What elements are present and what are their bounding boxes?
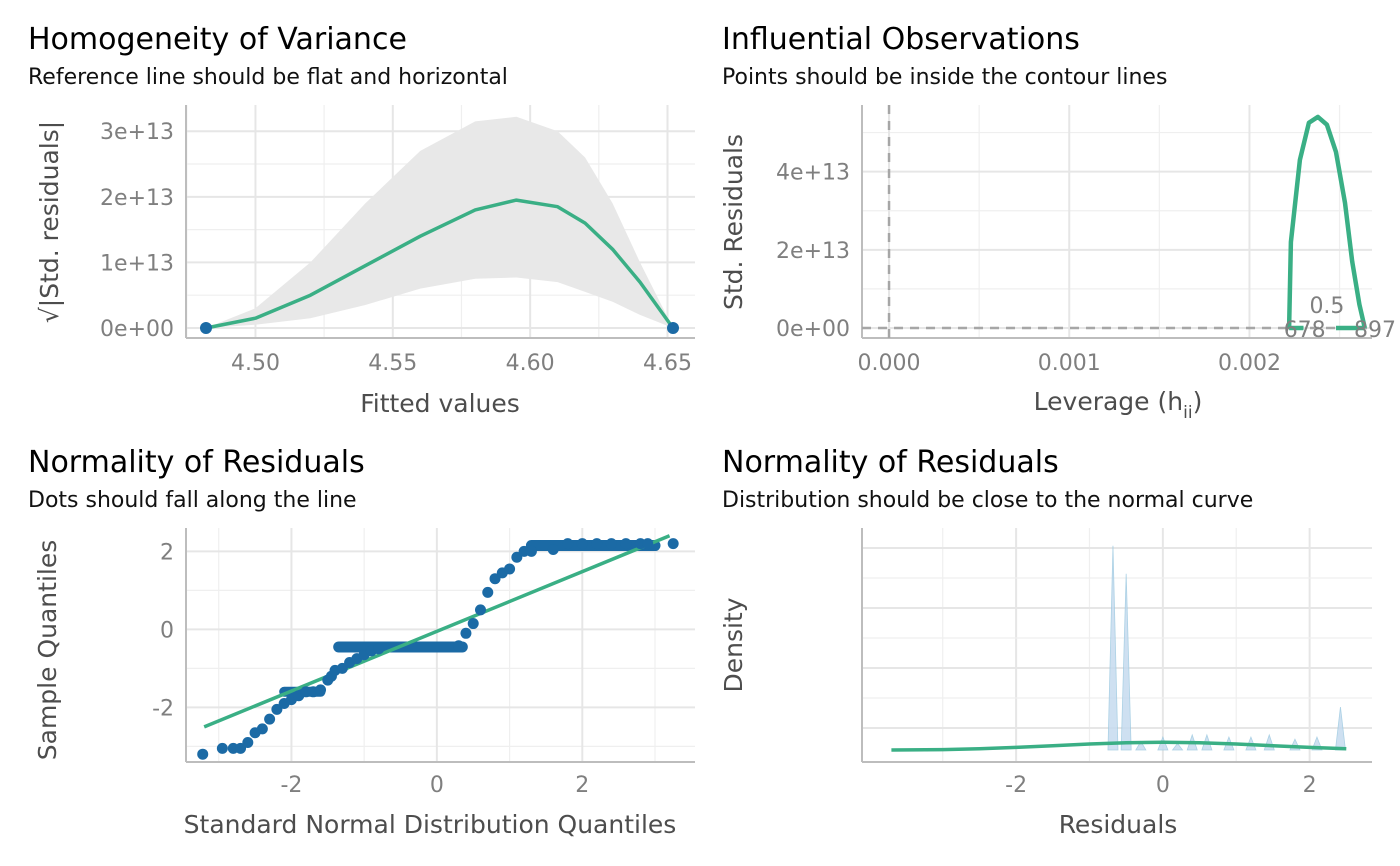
influential-y-tick-label: 2e+13 <box>776 239 850 264</box>
qq-point <box>474 604 486 616</box>
influential-title: Influential Observations <box>722 22 1080 57</box>
homogeneity-x-tick-label: 4.60 <box>506 351 555 376</box>
influential-x-tick-label: 0.001 <box>1038 351 1101 376</box>
homogeneity-confidence-band <box>206 116 673 328</box>
homogeneity-x-tick-label: 4.55 <box>368 351 417 376</box>
influential-x-tick-label: 0.002 <box>1218 351 1281 376</box>
influential-x-tick-label: 0.000 <box>858 351 921 376</box>
influential-y-tick-label: 4e+13 <box>776 161 850 186</box>
influential-y-tick-label: 0e+00 <box>776 317 850 342</box>
density-x-tick-label: -2 <box>1005 773 1027 798</box>
influential-y-axis-label: Std. Residuals <box>719 134 748 310</box>
homogeneity-x-tick-label: 4.65 <box>643 351 692 376</box>
qq-x-tick-label: 2 <box>575 773 589 798</box>
qq-point <box>667 538 679 550</box>
qq-y-tick-label: 2 <box>160 540 174 565</box>
qq-point <box>216 742 228 754</box>
qq-y-tick-label: -2 <box>152 696 174 721</box>
qq-point <box>373 643 385 655</box>
influential-x-axis-label: Leverage (hii) <box>1034 387 1203 423</box>
density-x-tick-label: 0 <box>1156 773 1170 798</box>
qq-x-axis-label: Standard Normal Distribution Quantiles <box>184 810 677 839</box>
qq-point <box>525 545 537 557</box>
qq-x-tick-label: -2 <box>280 773 302 798</box>
qq-point <box>264 713 276 725</box>
density-x-tick-label: 2 <box>1303 773 1317 798</box>
qq-point <box>620 538 632 550</box>
qq-point <box>482 586 494 598</box>
qq-subtitle: Dots should fall along the line <box>28 488 357 513</box>
qq-point <box>547 543 559 555</box>
influential-x-label-end: ) <box>1193 387 1203 416</box>
influential-x-label-main: Leverage (h <box>1034 387 1183 416</box>
density-spike <box>1135 740 1147 751</box>
homogeneity-x-axis-label: Fitted values <box>360 389 520 418</box>
density-title: Normality of Residuals <box>722 445 1059 480</box>
qq-y-tick-label: 0 <box>160 618 174 643</box>
qq-point <box>256 723 268 735</box>
density-spike <box>1107 545 1119 751</box>
homogeneity-y-tick-label: 1e+13 <box>100 251 174 276</box>
qq-point <box>591 538 603 550</box>
influential-x-label-sub: ii <box>1183 403 1192 423</box>
qq-point <box>197 748 209 760</box>
qq-point <box>562 538 574 550</box>
homogeneity-point <box>200 322 212 334</box>
density-x-axis-label: Residuals <box>1059 810 1178 839</box>
density-spike <box>1171 742 1184 751</box>
qq-point <box>315 684 327 696</box>
homogeneity-y-tick-label: 3e+13 <box>100 120 174 145</box>
qq-point <box>460 627 472 639</box>
qq-x-tick-label: 0 <box>430 773 444 798</box>
density-spike <box>1120 573 1132 751</box>
density-spike <box>1263 733 1275 751</box>
homogeneity-y-tick-label: 2e+13 <box>100 186 174 211</box>
qq-point <box>504 563 516 575</box>
qq-title: Normality of Residuals <box>28 445 365 480</box>
qq-point <box>453 640 465 652</box>
density-subtitle: Distribution should be close to the norm… <box>722 488 1254 513</box>
influential-point-label: 678 <box>1284 318 1326 343</box>
qq-y-axis-label: Sample Quantiles <box>33 540 62 760</box>
influential-point-label: 897 <box>1354 318 1396 343</box>
influential-subtitle: Points should be inside the contour line… <box>722 65 1168 90</box>
homogeneity-title: Homogeneity of Variance <box>28 22 407 57</box>
homogeneity-subtitle: Reference line should be flat and horizo… <box>28 65 508 90</box>
homogeneity-x-tick-label: 4.50 <box>231 351 280 376</box>
qq-reference-line <box>203 534 671 729</box>
qq-point <box>642 538 654 550</box>
qq-point <box>605 538 617 550</box>
homogeneity-y-tick-label: 0e+00 <box>100 317 174 342</box>
influential-cook-contour <box>1286 114 1367 329</box>
qq-point <box>467 618 479 630</box>
qq-point <box>576 538 588 550</box>
homogeneity-y-axis-label: √|Std. residuals| <box>35 121 64 323</box>
homogeneity-point <box>667 322 679 334</box>
homogeneity-smooth-line <box>205 198 675 330</box>
density-normal-curve <box>891 740 1347 752</box>
qq-point <box>242 737 254 748</box>
density-y-axis-label: Density <box>719 597 748 692</box>
influential-contour-label: 0.5 <box>1309 294 1344 319</box>
